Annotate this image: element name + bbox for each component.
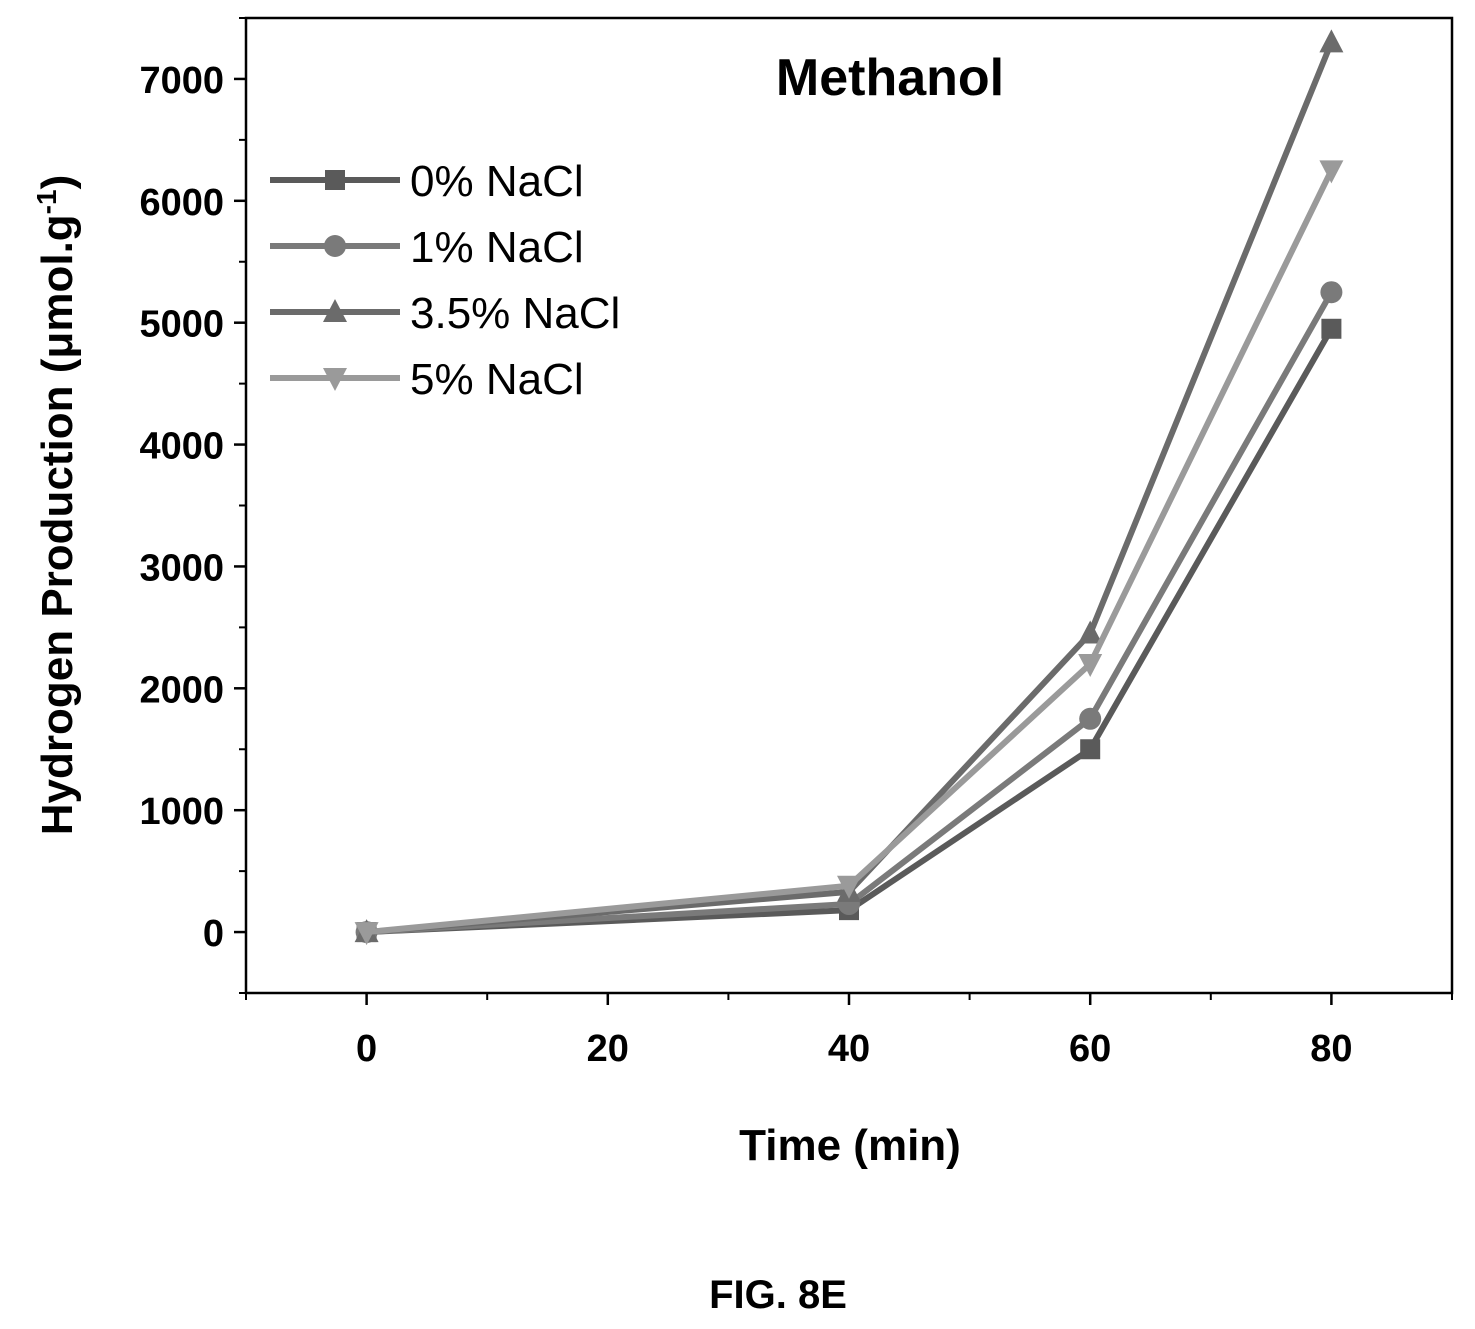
x-tick-label: 60 xyxy=(1069,1028,1111,1070)
x-tick-label: 20 xyxy=(587,1028,629,1070)
y-axis-title-unit: mol.g xyxy=(33,214,82,331)
y-axis-title-exponent: -1 xyxy=(31,189,62,214)
series-line xyxy=(366,327,1335,936)
data-point xyxy=(1319,160,1344,184)
x-axis-title: Time (min) xyxy=(739,1121,961,1170)
series-line xyxy=(366,41,1335,936)
series-line xyxy=(366,290,1335,936)
y-tick-label: 1000 xyxy=(139,791,224,833)
data-point xyxy=(1319,29,1344,53)
legend-entry: 1% NaCl xyxy=(270,223,584,272)
legend-marker xyxy=(325,170,345,190)
legend-marker xyxy=(323,368,347,391)
y-tick-label: 6000 xyxy=(139,182,224,224)
series-4 xyxy=(354,160,1344,946)
legend-marker xyxy=(324,235,346,257)
x-tick-label: 40 xyxy=(828,1028,870,1070)
data-point xyxy=(1078,620,1103,644)
chart-title: Methanol xyxy=(776,49,1004,107)
x-tick-label: 80 xyxy=(1310,1028,1352,1070)
y-axis-title-main: Hydrogen Production ( xyxy=(33,358,82,835)
legend: 0% NaCl 1% NaCl 3.5% NaCl 5% NaCl xyxy=(270,157,620,404)
legend-label: 5% NaCl xyxy=(410,355,584,404)
legend-label: 3.5% NaCl xyxy=(410,289,620,338)
y-axis-title-close: ) xyxy=(33,175,82,190)
data-point xyxy=(1080,739,1101,760)
data-point xyxy=(354,922,379,946)
y-tick-label: 5000 xyxy=(139,304,224,346)
data-point xyxy=(1320,281,1343,304)
series-1 xyxy=(356,318,1342,943)
y-axis-title: Hydrogen Production (μmol.g-1) xyxy=(31,175,82,835)
legend-entry: 3.5% NaCl xyxy=(270,289,620,338)
legend-label: 0% NaCl xyxy=(410,157,584,206)
legend-label: 1% NaCl xyxy=(410,223,584,272)
data-point xyxy=(1321,318,1342,339)
y-tick-label: 3000 xyxy=(139,547,224,589)
series-line xyxy=(366,169,1335,936)
figure-label: FIG. 8E xyxy=(709,1273,847,1317)
y-tick-label: 4000 xyxy=(139,426,224,468)
legend-entry: 5% NaCl xyxy=(270,355,584,404)
series-group xyxy=(354,29,1344,946)
legend-entry: 0% NaCl xyxy=(270,157,584,206)
x-tick-label: 0 xyxy=(356,1028,377,1070)
y-tick-label: 2000 xyxy=(139,669,224,711)
y-tick-label: 7000 xyxy=(139,60,224,102)
data-point xyxy=(837,875,861,899)
data-point xyxy=(1079,707,1102,730)
legend-marker xyxy=(323,299,347,322)
y-tick-label: 0 xyxy=(203,913,224,955)
axis-ticks: 0 20 40 60 80 0 1000 2000 3000 4000 5000 6000 7000 xyxy=(139,17,1453,1070)
y-axis-title-mu: μ xyxy=(33,332,82,359)
data-point xyxy=(1078,653,1103,677)
